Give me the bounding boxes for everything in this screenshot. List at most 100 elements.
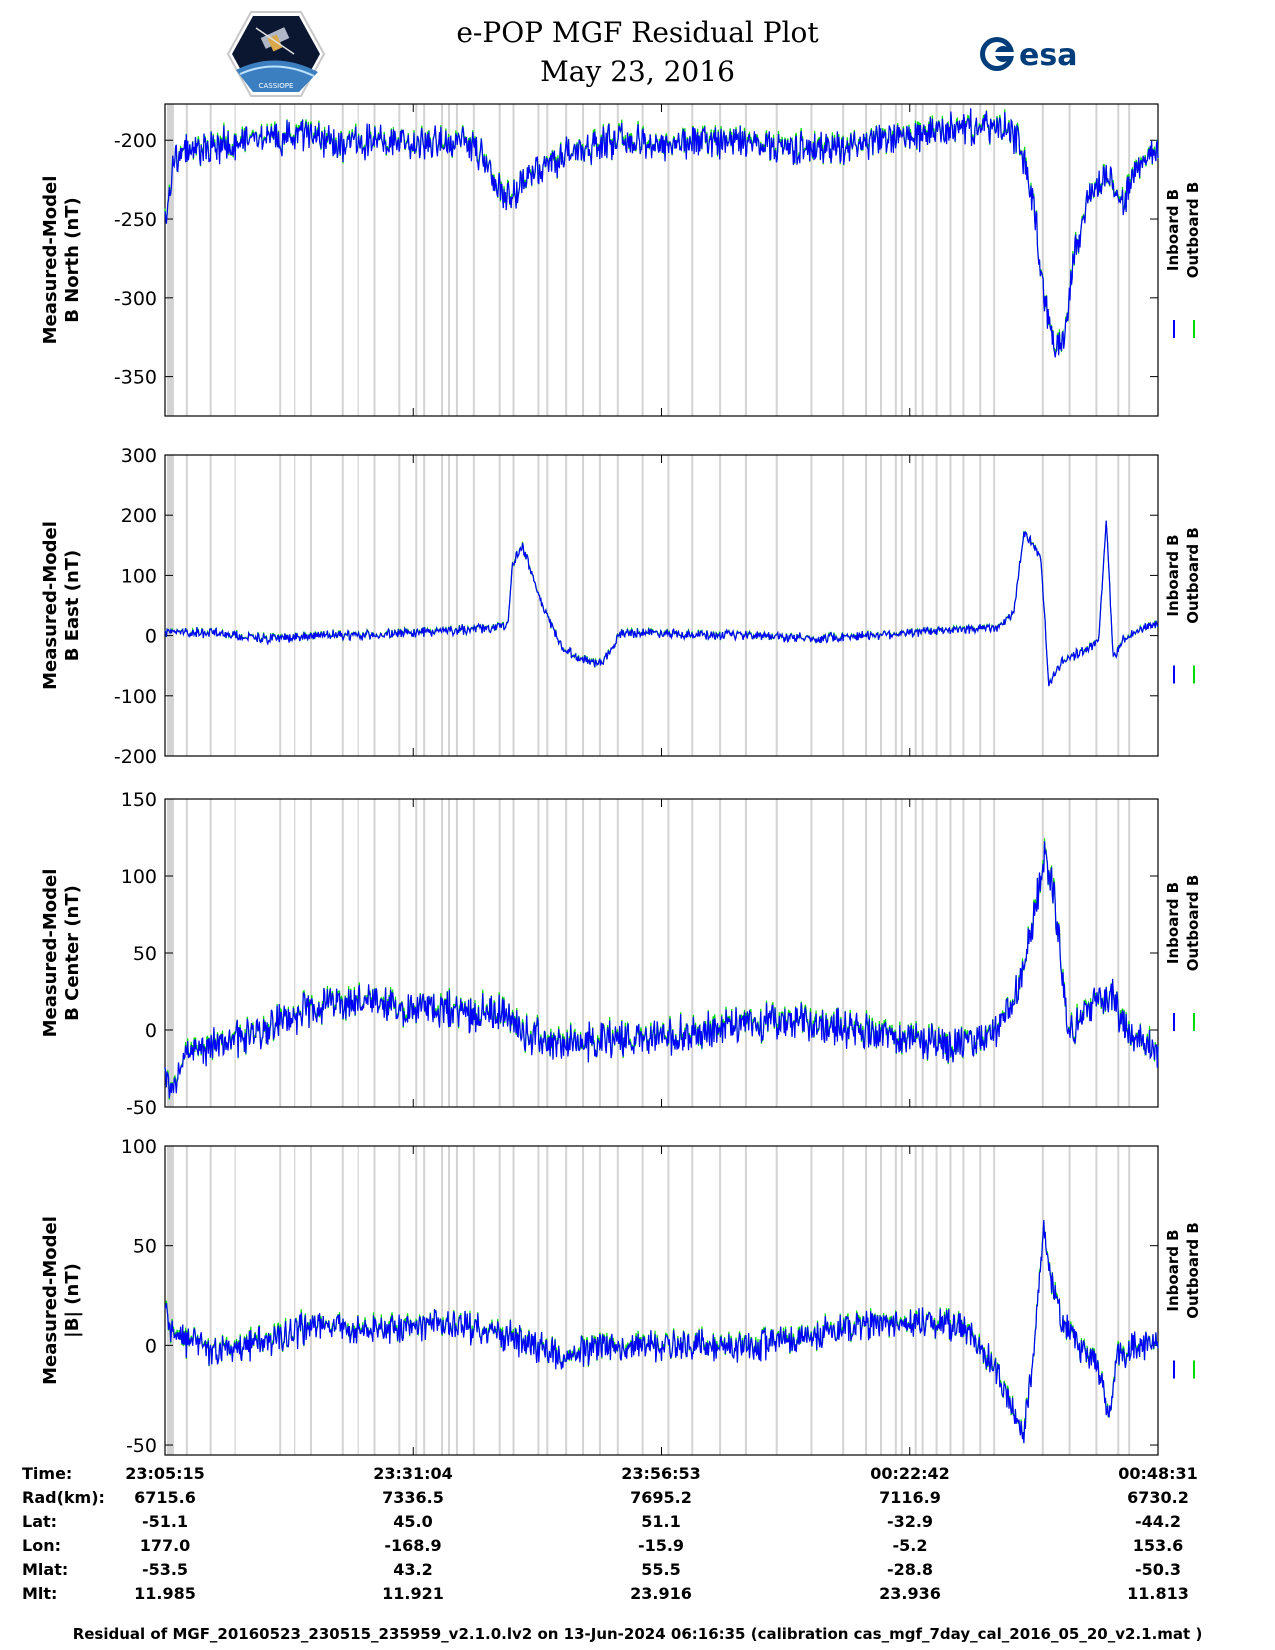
data-gap-band	[935, 104, 938, 416]
data-gap-band	[357, 1146, 359, 1455]
data-gap-band	[1095, 455, 1098, 756]
data-gap-band	[775, 799, 778, 1107]
data-gap-band	[1117, 104, 1120, 416]
data-gap-band	[546, 1146, 549, 1455]
legend-label: Inboard B	[1164, 189, 1182, 271]
data-gap-band	[842, 1146, 845, 1455]
data-gap-band	[357, 799, 359, 1107]
series-outboard-b	[164, 1219, 1159, 1444]
y-tick-label: -250	[114, 209, 157, 231]
data-gap-band	[879, 799, 882, 1107]
y-axis-label: B East (nT)	[62, 550, 83, 662]
data-gap-band	[1068, 799, 1071, 1107]
y-tick-label: 0	[145, 626, 157, 648]
data-gap-band	[582, 104, 585, 416]
data-gap-band	[279, 455, 282, 756]
data-gap-band	[598, 455, 601, 756]
data-gap-band	[842, 799, 845, 1107]
data-gap-band	[498, 104, 501, 416]
data-gap-band	[894, 104, 897, 416]
data-gap-band	[865, 799, 868, 1107]
data-gap-band	[935, 799, 938, 1107]
data-gap-band	[1117, 799, 1120, 1107]
data-gap-band	[1128, 1146, 1131, 1455]
data-gap-band	[415, 799, 418, 1107]
data-gap-band	[744, 1146, 747, 1455]
legend-label: Outboard B	[1184, 875, 1202, 972]
table-cell: -168.9	[384, 1536, 442, 1555]
data-gap-band	[423, 104, 426, 416]
data-gap-band	[865, 1146, 868, 1455]
data-gap-band	[962, 104, 965, 416]
table-cell: 6715.6	[134, 1488, 196, 1507]
y-tick-label: 50	[133, 1236, 157, 1258]
panel-b-east: 300 200 100 0 -100 -200 Measured-Model B East (…	[40, 445, 1202, 768]
data-gap-band	[1117, 1146, 1120, 1455]
plot-date: May 23, 2016	[540, 55, 735, 88]
data-gap-band	[691, 1146, 694, 1455]
data-gap-band	[879, 1146, 882, 1455]
data-gap-band	[565, 455, 568, 756]
data-gap-band	[921, 104, 924, 416]
table-cell: 43.2	[393, 1560, 433, 1579]
data-gap-band	[498, 799, 501, 1107]
data-gap-band	[641, 799, 644, 1107]
data-gap-band	[962, 455, 965, 756]
data-gap-band	[900, 1146, 903, 1455]
data-gap-band	[775, 1146, 778, 1455]
data-gap-band	[979, 455, 982, 756]
table-cell: -53.5	[141, 1560, 189, 1579]
data-gap-band	[279, 104, 282, 416]
table-cell: -32.9	[886, 1512, 934, 1531]
table-cell: 23:56:53	[621, 1464, 701, 1483]
plot-frame	[164, 798, 1159, 1108]
data-gap-band	[448, 455, 450, 756]
data-gap-band	[979, 1146, 982, 1455]
data-gap-band	[341, 455, 344, 756]
table-cell: 7695.2	[630, 1488, 692, 1507]
data-gap-band	[1041, 455, 1044, 756]
data-gap-band	[744, 455, 747, 756]
data-gap-band	[441, 1146, 444, 1455]
data-gap-band	[185, 799, 188, 1107]
data-gap-band	[598, 104, 601, 416]
data-gap-band	[309, 1146, 312, 1455]
y-axis-label: |B| (nT)	[62, 1263, 83, 1338]
data-gap-band	[582, 799, 585, 1107]
y-tick-label: -300	[114, 288, 157, 310]
data-gap-band	[415, 1146, 418, 1455]
panel-b-magnitude: 100 50 0 -50 Measured-Model |B| (nT) Inboard B…	[40, 1136, 1202, 1457]
data-gap-band	[598, 799, 601, 1107]
data-gap-band	[949, 1146, 952, 1455]
data-gap-band	[914, 799, 917, 1107]
data-gap-band	[512, 104, 515, 416]
panel-b-center: 150 100 50 0 -50 Measured-Model B Center (nT) I…	[40, 789, 1202, 1119]
data-gap-band	[472, 799, 475, 1107]
table-row-label: Lat:	[22, 1512, 58, 1531]
y-axis-label: B Center (nT)	[62, 885, 83, 1021]
data-gap-band	[1068, 104, 1071, 416]
data-gap-band	[455, 104, 458, 416]
data-gap-band	[744, 799, 747, 1107]
data-gap-band	[641, 1146, 644, 1455]
data-gap-band	[719, 799, 722, 1107]
data-gap-band	[423, 799, 426, 1107]
data-gap-band	[294, 1146, 296, 1455]
table-cell: 23.936	[879, 1584, 941, 1603]
data-gap-band	[512, 799, 515, 1107]
y-tick-label: 0	[145, 1020, 157, 1042]
table-cell: -5.2	[892, 1536, 928, 1555]
data-gap-band	[1128, 455, 1131, 756]
series-inboard-b	[164, 841, 1159, 1099]
data-gap-band	[398, 455, 401, 756]
data-gap-band	[166, 1146, 174, 1455]
data-gap-band	[373, 455, 376, 756]
series-outboard-b	[164, 838, 1159, 1100]
legend-label: Inboard B	[1164, 882, 1182, 964]
data-gap-band	[279, 1146, 282, 1455]
data-gap-band	[865, 104, 868, 416]
data-gap-band	[810, 104, 813, 416]
data-gap-band	[979, 104, 982, 416]
data-gap-band	[209, 104, 212, 416]
data-gap-band	[1041, 104, 1044, 416]
